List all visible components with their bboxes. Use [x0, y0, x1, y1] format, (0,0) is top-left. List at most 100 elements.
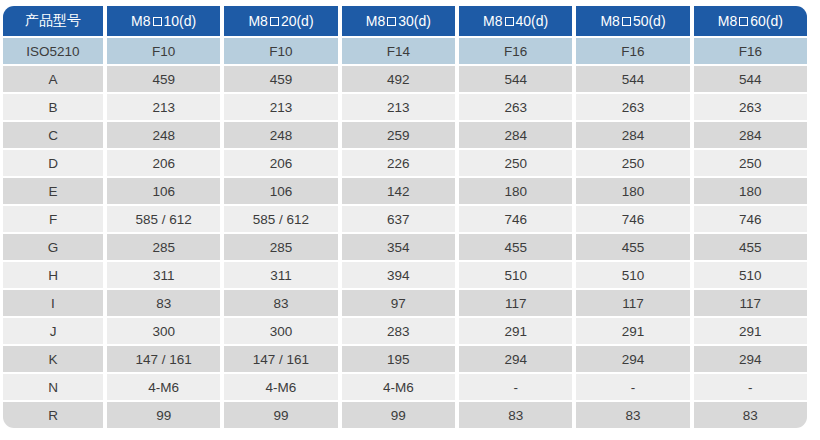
cell-H-4: 510: [459, 262, 572, 288]
row-label-I: I: [3, 290, 103, 316]
cell-F-3: 637: [342, 206, 455, 232]
cell-G-4: 455: [459, 234, 572, 260]
header-col-3: M830(d): [342, 6, 455, 36]
cell-N-1: 4-M6: [107, 374, 220, 400]
cell-C-1: 248: [107, 122, 220, 148]
cell-B-6: 263: [694, 94, 807, 120]
cell-K-6: 294: [694, 346, 807, 372]
cell-K-3: 195: [342, 346, 455, 372]
cell-D-6: 250: [694, 150, 807, 176]
square-placeholder: [739, 17, 748, 26]
row-label-N: N: [3, 374, 103, 400]
row-label-D: D: [3, 150, 103, 176]
cell-J-3: 283: [342, 318, 455, 344]
cell-D-5: 250: [576, 150, 689, 176]
cell-R-4: 83: [459, 402, 572, 428]
cell-R-3: 99: [342, 402, 455, 428]
row-label-H: H: [3, 262, 103, 288]
spec-table: 产品型号M810(d)M820(d)M830(d)M840(d)M850(d)M…: [3, 6, 807, 428]
cell-B-2: 213: [224, 94, 337, 120]
header-product-model: 产品型号: [3, 6, 103, 36]
cell-G-3: 354: [342, 234, 455, 260]
cell-A-6: 544: [694, 66, 807, 92]
row-label-ISO5210: ISO5210: [3, 38, 103, 64]
row-label-K: K: [3, 346, 103, 372]
row-label-E: E: [3, 178, 103, 204]
cell-F-1: 585 / 612: [107, 206, 220, 232]
cell-F-5: 746: [576, 206, 689, 232]
cell-I-2: 83: [224, 290, 337, 316]
cell-N-5: -: [576, 374, 689, 400]
header-col-6: M860(d): [694, 6, 807, 36]
cell-ISO5210-3: F14: [342, 38, 455, 64]
row-label-G: G: [3, 234, 103, 260]
cell-C-3: 259: [342, 122, 455, 148]
cell-J-1: 300: [107, 318, 220, 344]
cell-G-1: 285: [107, 234, 220, 260]
cell-A-3: 492: [342, 66, 455, 92]
row-label-C: C: [3, 122, 103, 148]
header-col-4: M840(d): [459, 6, 572, 36]
cell-N-6: -: [694, 374, 807, 400]
square-placeholder: [505, 17, 514, 26]
cell-J-4: 291: [459, 318, 572, 344]
cell-ISO5210-1: F10: [107, 38, 220, 64]
cell-B-5: 263: [576, 94, 689, 120]
cell-K-2: 147 / 161: [224, 346, 337, 372]
cell-R-1: 99: [107, 402, 220, 428]
row-label-R: R: [3, 402, 103, 428]
row-label-J: J: [3, 318, 103, 344]
cell-A-1: 459: [107, 66, 220, 92]
cell-D-4: 250: [459, 150, 572, 176]
cell-N-4: -: [459, 374, 572, 400]
row-label-A: A: [3, 66, 103, 92]
cell-G-2: 285: [224, 234, 337, 260]
cell-E-1: 106: [107, 178, 220, 204]
cell-J-5: 291: [576, 318, 689, 344]
cell-C-6: 284: [694, 122, 807, 148]
cell-K-5: 294: [576, 346, 689, 372]
cell-R-5: 83: [576, 402, 689, 428]
cell-I-1: 83: [107, 290, 220, 316]
cell-E-3: 142: [342, 178, 455, 204]
cell-ISO5210-5: F16: [576, 38, 689, 64]
cell-J-6: 291: [694, 318, 807, 344]
cell-ISO5210-4: F16: [459, 38, 572, 64]
cell-A-2: 459: [224, 66, 337, 92]
cell-K-1: 147 / 161: [107, 346, 220, 372]
cell-C-4: 284: [459, 122, 572, 148]
cell-H-5: 510: [576, 262, 689, 288]
cell-F-2: 585 / 612: [224, 206, 337, 232]
cell-A-5: 544: [576, 66, 689, 92]
cell-H-2: 311: [224, 262, 337, 288]
cell-I-3: 97: [342, 290, 455, 316]
cell-B-1: 213: [107, 94, 220, 120]
cell-I-6: 117: [694, 290, 807, 316]
cell-R-6: 83: [694, 402, 807, 428]
cell-I-5: 117: [576, 290, 689, 316]
cell-H-3: 394: [342, 262, 455, 288]
cell-I-4: 117: [459, 290, 572, 316]
cell-J-2: 300: [224, 318, 337, 344]
cell-F-4: 746: [459, 206, 572, 232]
cell-ISO5210-6: F16: [694, 38, 807, 64]
cell-D-3: 226: [342, 150, 455, 176]
header-col-2: M820(d): [224, 6, 337, 36]
square-placeholder: [270, 17, 279, 26]
cell-C-2: 248: [224, 122, 337, 148]
cell-H-1: 311: [107, 262, 220, 288]
cell-R-2: 99: [224, 402, 337, 428]
cell-B-4: 263: [459, 94, 572, 120]
cell-G-5: 455: [576, 234, 689, 260]
square-placeholder: [622, 17, 631, 26]
cell-G-6: 455: [694, 234, 807, 260]
cell-C-5: 284: [576, 122, 689, 148]
square-placeholder: [387, 17, 396, 26]
cell-E-5: 180: [576, 178, 689, 204]
cell-B-3: 213: [342, 94, 455, 120]
header-col-5: M850(d): [576, 6, 689, 36]
cell-D-1: 206: [107, 150, 220, 176]
square-placeholder: [153, 17, 162, 26]
cell-F-6: 746: [694, 206, 807, 232]
cell-E-6: 180: [694, 178, 807, 204]
